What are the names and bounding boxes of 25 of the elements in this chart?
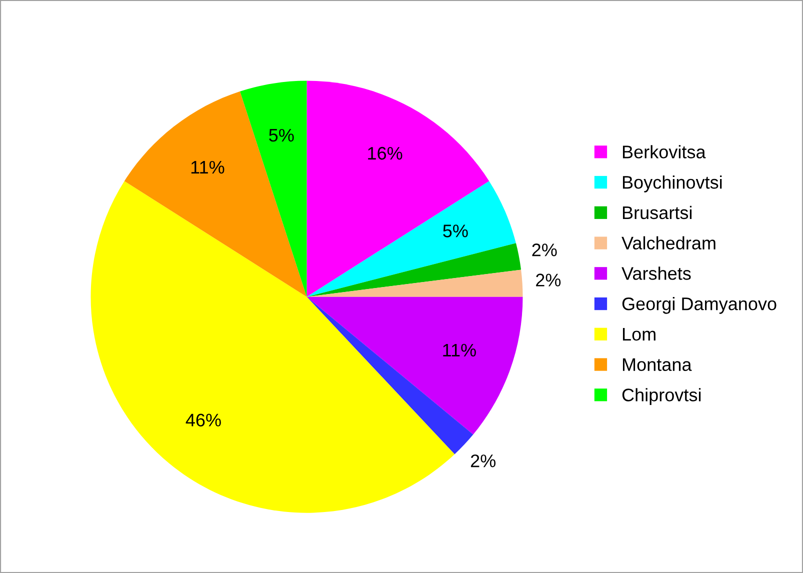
pie-slice [306,80,490,297]
data-label: 11% [443,344,476,356]
data-label: 2% [536,274,561,286]
data-label: 2% [470,454,496,468]
pie-slice [306,181,516,297]
pie-slice [306,296,523,434]
data-label: 2% [532,244,557,256]
pie-slice [240,80,307,297]
pie-slice [306,243,522,297]
legend-label: Berkovitsa [622,145,706,158]
legend-label: Boychinovtsi [622,176,722,192]
legend-label: Georgi Damyanovo [622,296,776,314]
legend-label: Montana [622,358,692,372]
pie-slice [124,91,307,297]
data-label: 11% [191,160,224,174]
legend-label: Valchedram [622,236,716,250]
pie-slice [306,270,523,297]
legend-label: Chiprovtsi [622,388,701,405]
data-label: 46% [186,414,221,426]
legend-label: Brusartsi [622,206,692,220]
data-label: 5% [443,224,468,238]
data-label: 16% [368,146,402,160]
data-label: 5% [269,128,294,142]
legend-label: Lom [622,328,656,341]
legend-label: Varshets [622,266,691,280]
